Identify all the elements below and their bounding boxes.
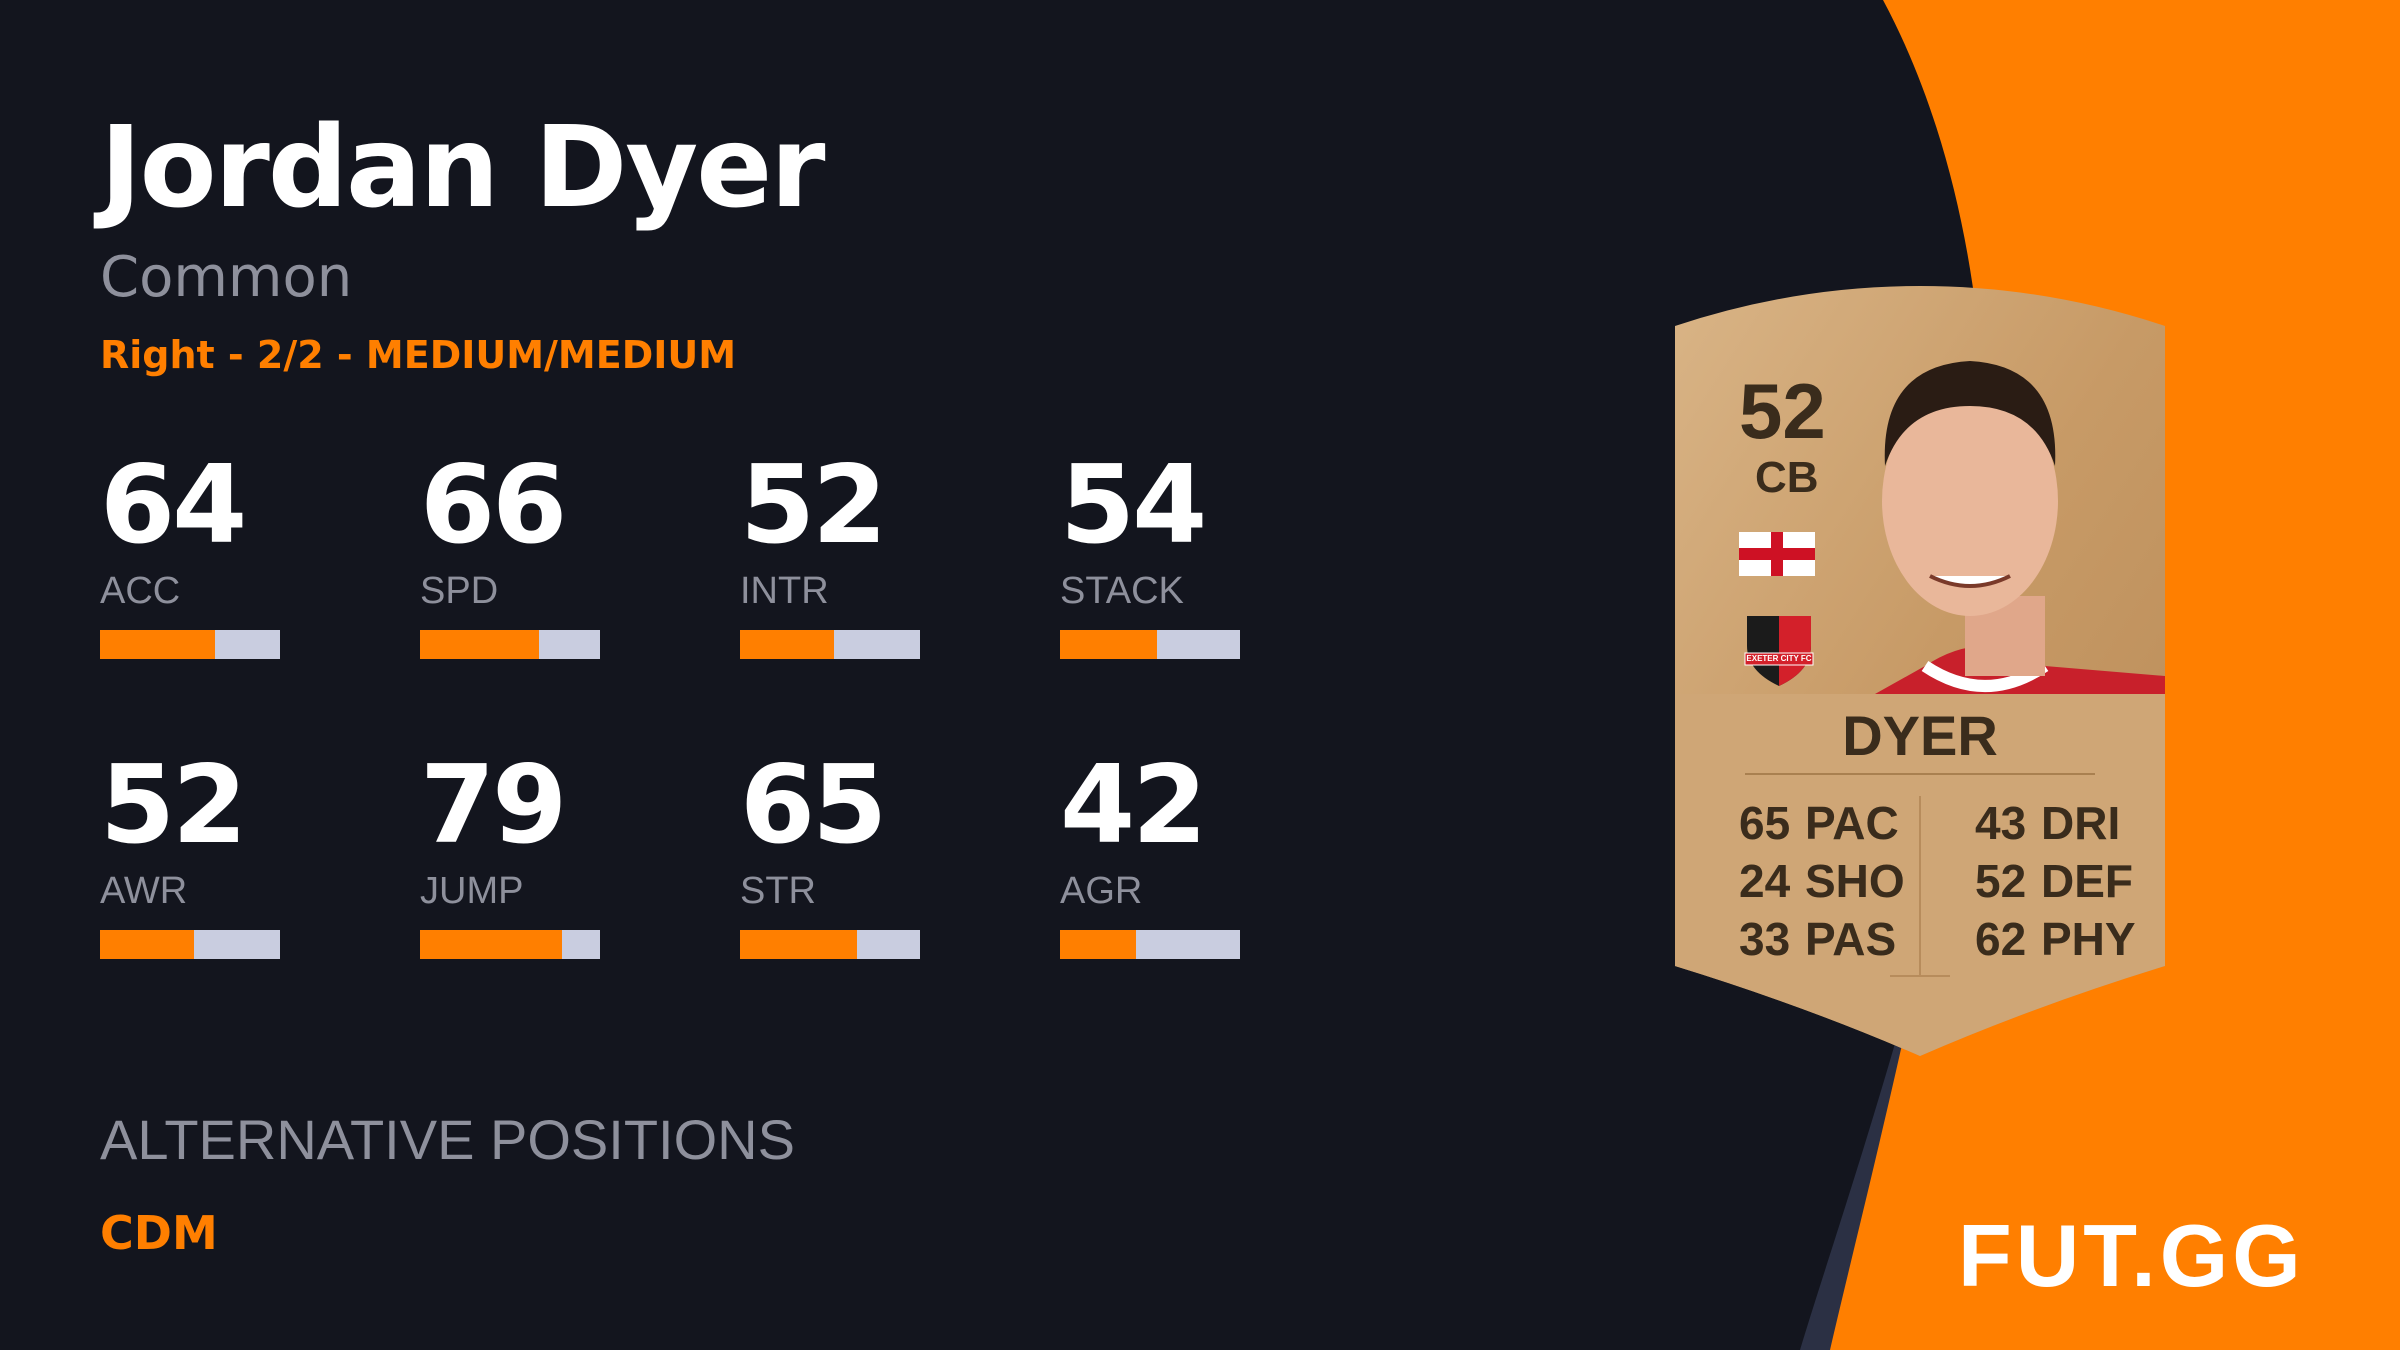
stat-bar-fill (420, 630, 539, 659)
card-stat-sho: 24 SHO (1739, 858, 1905, 904)
player-face (1882, 386, 2058, 616)
card-stat-label: PAS (1805, 913, 1897, 965)
stat-label: STACK (1060, 570, 1184, 612)
stat-value: 42 (1060, 743, 1207, 868)
card-stat-value: 24 (1739, 855, 1791, 907)
stat-value: 64 (100, 443, 247, 568)
stat-bar (100, 630, 280, 659)
stat-agr: 42 AGR (1060, 752, 1240, 959)
alt-position-value: CDM (100, 1206, 218, 1260)
card-rating: 52 (1739, 367, 1826, 455)
card-stat-pas: 33 PAS (1739, 916, 1896, 962)
stat-bar-fill (420, 930, 563, 959)
stat-label: SPD (420, 570, 499, 612)
card-position: CB (1755, 453, 1819, 502)
card-stat-value: 65 (1739, 797, 1791, 849)
stat-label: JUMP (420, 870, 524, 912)
card-stat-value: 62 (1975, 913, 2027, 965)
stat-bar (420, 930, 600, 959)
stat-bar (420, 630, 600, 659)
card-stat-label: PHY (2041, 913, 2136, 965)
stat-label: STR (740, 870, 816, 912)
card-stat-value: 52 (1975, 855, 2027, 907)
card-stat-label: PAC (1805, 797, 1899, 849)
stat-acc: 64 ACC (100, 452, 280, 659)
stat-value: 52 (740, 443, 887, 568)
player-rarity: Common (100, 245, 353, 310)
stat-bar (740, 930, 920, 959)
stat-bar (740, 630, 920, 659)
stat-bar (1060, 930, 1240, 959)
club-badge-text: EXETER CITY FC (1746, 654, 1812, 663)
card-player-name: DYER (1842, 704, 1998, 767)
stat-bar-fill (740, 630, 834, 659)
stat-value: 54 (1060, 443, 1207, 568)
stat-awr: 52 AWR (100, 752, 280, 959)
player-name: Jordan Dyer (100, 103, 825, 233)
stat-spd: 66 SPD (420, 452, 600, 659)
card-stat-label: DEF (2041, 855, 2133, 907)
stat-bar (1060, 630, 1240, 659)
card-stat-value: 33 (1739, 913, 1791, 965)
card-stat-dri: 43 DRI (1975, 800, 2120, 846)
stat-bar-fill (100, 630, 216, 659)
stat-str: 65 STR (740, 752, 920, 959)
stat-stack: 54 STACK (1060, 452, 1240, 659)
player-hair (1884, 361, 2056, 466)
futgg-logo: FUT.GG (1958, 1206, 2305, 1305)
england-flag-icon (1739, 532, 1815, 576)
stat-bar-fill (1060, 630, 1158, 659)
stat-value: 52 (100, 743, 247, 868)
stat-bar-fill (1060, 930, 1136, 959)
card-stat-label: DRI (2041, 797, 2121, 849)
card-stat-pac: 65 PAC (1739, 800, 1899, 846)
card-stat-label: SHO (1805, 855, 1905, 907)
stat-value: 65 (740, 743, 887, 868)
stat-label: AWR (100, 870, 188, 912)
stat-bar-fill (100, 930, 194, 959)
card-stat-phy: 62 PHY (1975, 916, 2136, 962)
stat-value: 79 (420, 743, 567, 868)
club-badge-icon (1744, 616, 1814, 686)
player-info: Right - 2/2 - MEDIUM/MEDIUM (100, 333, 737, 377)
card-stat-def: 52 DEF (1975, 858, 2133, 904)
stat-label: INTR (740, 570, 829, 612)
stat-jump: 79 JUMP (420, 752, 600, 959)
stat-label: AGR (1060, 870, 1143, 912)
stat-bar-fill (740, 930, 857, 959)
stat-value: 66 (420, 443, 567, 568)
card-stat-value: 43 (1975, 797, 2027, 849)
alt-positions-heading: ALTERNATIVE POSITIONS (100, 1108, 795, 1171)
stat-intr: 52 INTR (740, 452, 920, 659)
stat-bar (100, 930, 280, 959)
stat-label: ACC (100, 570, 181, 612)
player-card: EXETER CITY FC 52 CB DYER 65 PAC 24 SHO 33 PA… (1675, 286, 2165, 1056)
